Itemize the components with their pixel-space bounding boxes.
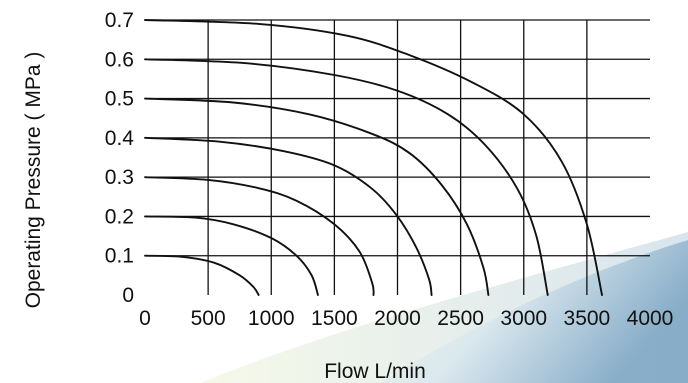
x-tick-labels: 0 500 1000 1500 2000 2500 3000 3500 4000 bbox=[139, 307, 673, 330]
background-decoration bbox=[200, 232, 688, 383]
series-line-5 bbox=[144, 97, 490, 296]
grid bbox=[145, 19, 650, 295]
x-tick-label: 2500 bbox=[437, 307, 484, 330]
y-tick-label: 0.4 bbox=[105, 127, 135, 150]
y-tick-labels: 0 0.1 0.2 0.3 0.4 0.5 0.6 0.7 bbox=[105, 9, 135, 307]
x-tick-label: 1000 bbox=[248, 307, 295, 330]
y-tick-label: 0 bbox=[122, 284, 134, 307]
y-axis-title: Operating Pressure ( MPa ) bbox=[22, 52, 45, 309]
y-tick-label: 0.5 bbox=[105, 88, 134, 111]
series-line-6 bbox=[144, 58, 549, 296]
y-tick-label: 0.2 bbox=[105, 205, 134, 228]
x-tick-label: 500 bbox=[191, 307, 226, 330]
x-tick-label: 4000 bbox=[627, 307, 674, 330]
series-line-3 bbox=[144, 176, 375, 296]
series-line-7 bbox=[144, 19, 603, 296]
x-tick-label: 2000 bbox=[374, 307, 421, 330]
x-tick-label: 3000 bbox=[500, 307, 547, 330]
x-tick-label: 3500 bbox=[564, 307, 611, 330]
curves bbox=[144, 19, 603, 296]
y-tick-label: 0.1 bbox=[105, 245, 134, 268]
series-line-1 bbox=[144, 254, 260, 296]
y-tick-label: 0.3 bbox=[105, 166, 134, 189]
x-axis-title: Flow L/min bbox=[324, 360, 426, 383]
y-tick-label: 0.7 bbox=[105, 9, 134, 32]
y-tick-label: 0.6 bbox=[105, 48, 134, 71]
series-line-2 bbox=[144, 215, 319, 296]
x-tick-label: 0 bbox=[139, 307, 151, 330]
series-line-4 bbox=[144, 136, 433, 296]
x-tick-label: 1500 bbox=[311, 307, 358, 330]
